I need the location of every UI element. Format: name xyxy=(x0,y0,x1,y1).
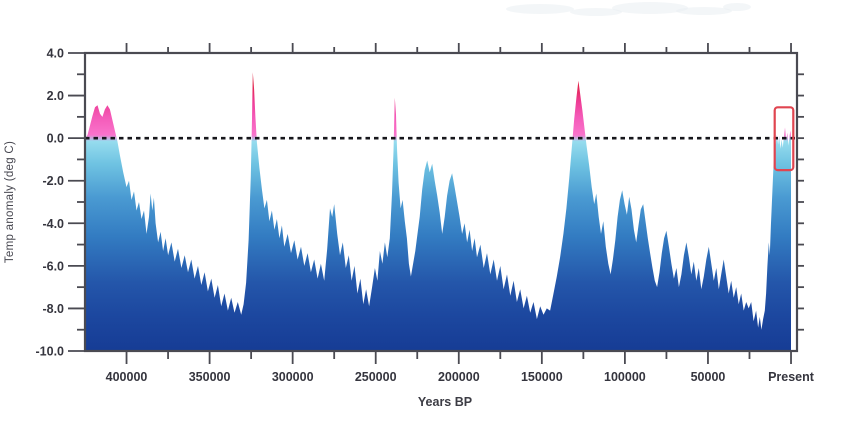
x-tick-label: Present xyxy=(768,370,815,384)
x-tick-label: 100000 xyxy=(604,370,646,384)
y-tick-label: -8.0 xyxy=(42,302,64,316)
temperature-area-series xyxy=(85,72,791,351)
artifact-smudge xyxy=(676,7,732,15)
artifact-smudge xyxy=(570,8,622,16)
x-tick-label: 200000 xyxy=(438,370,480,384)
artifact-smudge xyxy=(506,4,574,14)
jpeg-artifact-smudges xyxy=(506,2,751,16)
y-tick-label: -6.0 xyxy=(42,259,64,273)
x-tick-label: 150000 xyxy=(521,370,563,384)
y-tick-label: -2.0 xyxy=(42,174,64,188)
x-tick-label: 350000 xyxy=(189,370,231,384)
y-tick-label: -10.0 xyxy=(36,345,65,359)
x-tick-label: 400000 xyxy=(106,370,148,384)
x-tick-label: 50000 xyxy=(691,370,726,384)
present-highlight-box xyxy=(773,106,795,172)
artifact-smudge xyxy=(723,3,751,11)
x-tick-label: 250000 xyxy=(355,370,397,384)
y-tick-label: 0.0 xyxy=(47,132,64,146)
y-axis-title: Temp anomaly (deg C) xyxy=(4,141,16,263)
x-tick-label: 300000 xyxy=(272,370,314,384)
y-tick-label: 4.0 xyxy=(47,47,64,61)
x-axis-title: Years BP xyxy=(418,395,472,409)
y-tick-label: 2.0 xyxy=(47,89,64,103)
artifact-smudge xyxy=(612,2,688,14)
y-tick-label: -4.0 xyxy=(42,217,64,231)
